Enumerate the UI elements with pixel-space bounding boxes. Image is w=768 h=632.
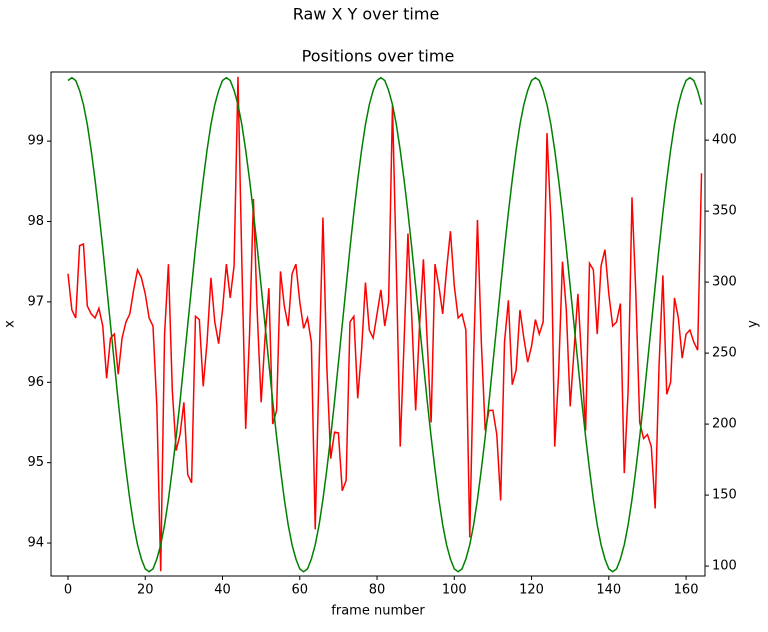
data-line bbox=[67, 76, 703, 572]
y2-tick-label: 300 bbox=[712, 275, 737, 290]
y-tick-label: 94 bbox=[27, 536, 44, 551]
x-tick-label: 100 bbox=[442, 583, 467, 598]
x-tick-label: 40 bbox=[214, 583, 231, 598]
y2-tick-label: 200 bbox=[712, 417, 737, 432]
y2-tick-label: 100 bbox=[712, 559, 737, 574]
y2-tick-label: 350 bbox=[712, 204, 737, 219]
y-tick-label: 96 bbox=[27, 375, 44, 390]
y-tick-label: 98 bbox=[27, 214, 44, 229]
x-tick-label: 20 bbox=[137, 583, 154, 598]
x-tick-label: 0 bbox=[64, 583, 72, 598]
x-tick-label: 80 bbox=[369, 583, 386, 598]
y2-tick-label: 250 bbox=[712, 346, 737, 361]
x-tick-label: 120 bbox=[519, 583, 544, 598]
y2-tick-label: 150 bbox=[712, 488, 737, 503]
y2-tick-label: 400 bbox=[712, 133, 737, 148]
x-axis-label: frame number bbox=[331, 604, 425, 619]
y-tick-label: 95 bbox=[27, 455, 44, 470]
x-tick-label: 60 bbox=[292, 583, 309, 598]
x-tick-label: 160 bbox=[674, 583, 699, 598]
plot-frame bbox=[50, 71, 706, 577]
x-tick-label: 140 bbox=[596, 583, 621, 598]
y2-axis-label: y bbox=[746, 320, 761, 328]
y-axis-label: x bbox=[3, 320, 18, 328]
data-line bbox=[67, 76, 703, 573]
y-tick-label: 99 bbox=[27, 134, 44, 149]
figure-title: Raw X Y over time bbox=[293, 5, 440, 24]
y-tick-label: 97 bbox=[27, 294, 44, 309]
chart-title: Positions over time bbox=[302, 47, 455, 66]
